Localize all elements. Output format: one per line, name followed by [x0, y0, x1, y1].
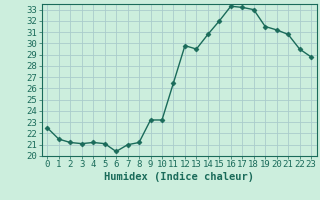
X-axis label: Humidex (Indice chaleur): Humidex (Indice chaleur) — [104, 172, 254, 182]
